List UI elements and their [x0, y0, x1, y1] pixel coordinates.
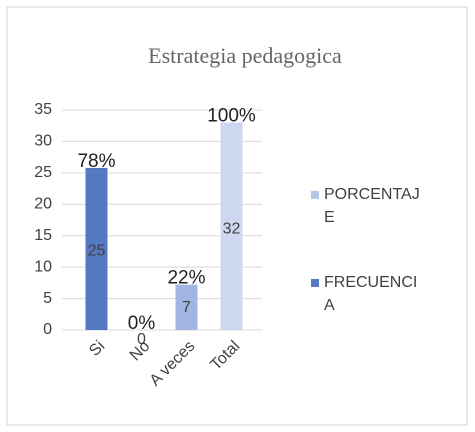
data-label: 25 — [88, 243, 106, 260]
y-tick-label: 25 — [34, 164, 52, 181]
bar — [220, 122, 243, 129]
legend-swatch — [311, 279, 319, 287]
bar — [175, 286, 198, 330]
y-tick-label: 30 — [34, 133, 52, 150]
data-label: 22% — [167, 268, 205, 289]
y-tick-label: 15 — [34, 227, 52, 244]
bar — [85, 167, 108, 173]
data-label: 0 — [137, 331, 146, 348]
y-tick-label: 5 — [43, 290, 52, 307]
legend-label: PORCENTAJE — [324, 186, 420, 226]
data-label: 100% — [207, 106, 256, 127]
data-label: 7 — [182, 299, 191, 316]
bar — [85, 172, 108, 330]
data-label: 0% — [128, 313, 156, 334]
data-label: 78% — [77, 151, 115, 172]
y-tick-label: 0 — [43, 321, 52, 338]
bar — [220, 128, 243, 330]
chart-title: Estrategia pedagogica — [148, 43, 342, 68]
legend-swatch — [311, 191, 319, 199]
y-tick-label: 20 — [34, 196, 52, 213]
data-label: 32 — [223, 221, 241, 238]
y-tick-label: 35 — [34, 101, 52, 118]
y-tick-label: 10 — [34, 258, 52, 275]
bar — [175, 284, 198, 286]
legend-label: FRECUENCIA — [324, 274, 418, 314]
